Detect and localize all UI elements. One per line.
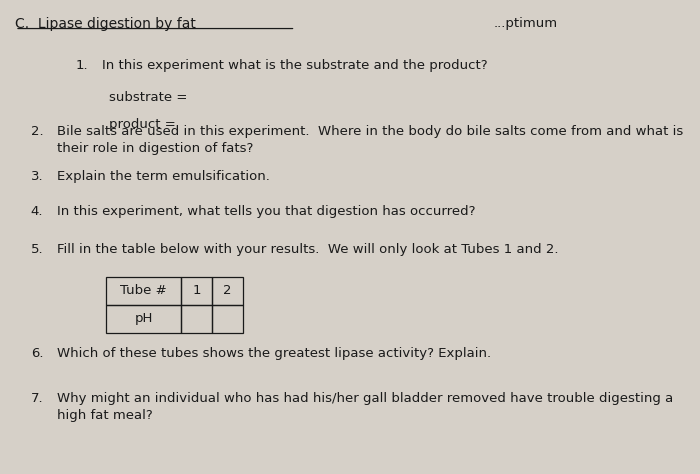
Bar	[106, 305, 181, 333]
Text: Explain the term emulsification.: Explain the term emulsification.	[57, 170, 270, 183]
Text: In this experiment, what tells you that digestion has occurred?: In this experiment, what tells you that …	[57, 205, 476, 218]
Text: In this experiment what is the substrate and the product?: In this experiment what is the substrate…	[102, 59, 488, 72]
Text: ...ptimum: ...ptimum	[494, 17, 557, 30]
Text: C.  Lipase digestion by fat: C. Lipase digestion by fat	[15, 17, 196, 31]
Bar	[212, 277, 242, 305]
Text: 7.: 7.	[31, 392, 43, 405]
Text: Tube #: Tube #	[120, 284, 167, 297]
Text: 4.: 4.	[31, 205, 43, 218]
Text: Fill in the table below with your results.  We will only look at Tubes 1 and 2.: Fill in the table below with your result…	[57, 243, 559, 255]
Text: product =: product =	[108, 118, 176, 131]
Text: Which of these tubes shows the greatest lipase activity? Explain.: Which of these tubes shows the greatest …	[57, 347, 491, 360]
Text: 1.: 1.	[76, 59, 88, 72]
Bar	[181, 305, 212, 333]
Text: 2: 2	[223, 284, 232, 297]
Bar	[212, 305, 242, 333]
Text: 3.: 3.	[31, 170, 43, 183]
Text: 5.: 5.	[31, 243, 43, 255]
Text: pH: pH	[134, 312, 153, 326]
Text: Why might an individual who has had his/her gall bladder removed have trouble di: Why might an individual who has had his/…	[57, 392, 673, 421]
Text: 1: 1	[193, 284, 201, 297]
Text: Bile salts are used in this experiment.  Where in the body do bile salts come fr: Bile salts are used in this experiment. …	[57, 125, 684, 155]
Text: 6.: 6.	[31, 347, 43, 360]
Text: 2.: 2.	[31, 125, 43, 137]
Bar	[106, 277, 181, 305]
Text: substrate =: substrate =	[108, 91, 187, 104]
Bar	[181, 277, 212, 305]
